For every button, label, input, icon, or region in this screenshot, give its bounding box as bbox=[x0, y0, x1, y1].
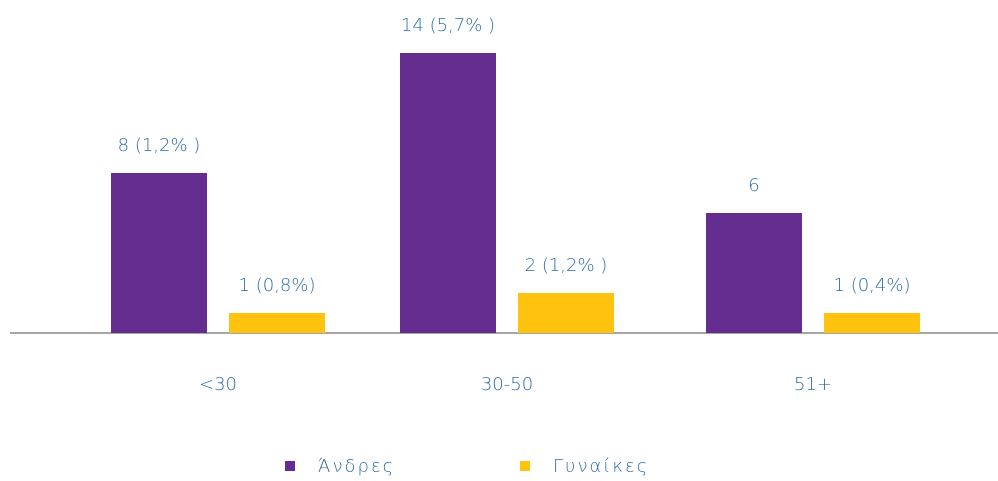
legend-label: Άνδρες bbox=[318, 456, 395, 477]
data-label: 8 (1,2% ) bbox=[118, 135, 201, 156]
bar bbox=[706, 213, 802, 333]
bar bbox=[111, 173, 207, 333]
bar bbox=[229, 313, 325, 333]
data-label: 1 (0,4%) bbox=[834, 275, 911, 296]
x-tick-label: 51+ bbox=[794, 374, 832, 395]
x-tick-label: 30-50 bbox=[481, 374, 533, 395]
bar bbox=[400, 53, 496, 333]
legend-label: Γυναίκες bbox=[553, 456, 649, 477]
bar bbox=[824, 313, 920, 333]
data-label: 6 bbox=[748, 175, 759, 196]
data-label: 1 (0,8%) bbox=[239, 275, 316, 296]
bar bbox=[518, 293, 614, 333]
data-label: 2 (1,2% ) bbox=[525, 255, 608, 276]
legend-swatch bbox=[520, 461, 530, 471]
legend-swatch bbox=[285, 461, 295, 471]
x-tick-label: <30 bbox=[199, 374, 237, 395]
data-label: 14 (5,7% ) bbox=[401, 15, 495, 36]
